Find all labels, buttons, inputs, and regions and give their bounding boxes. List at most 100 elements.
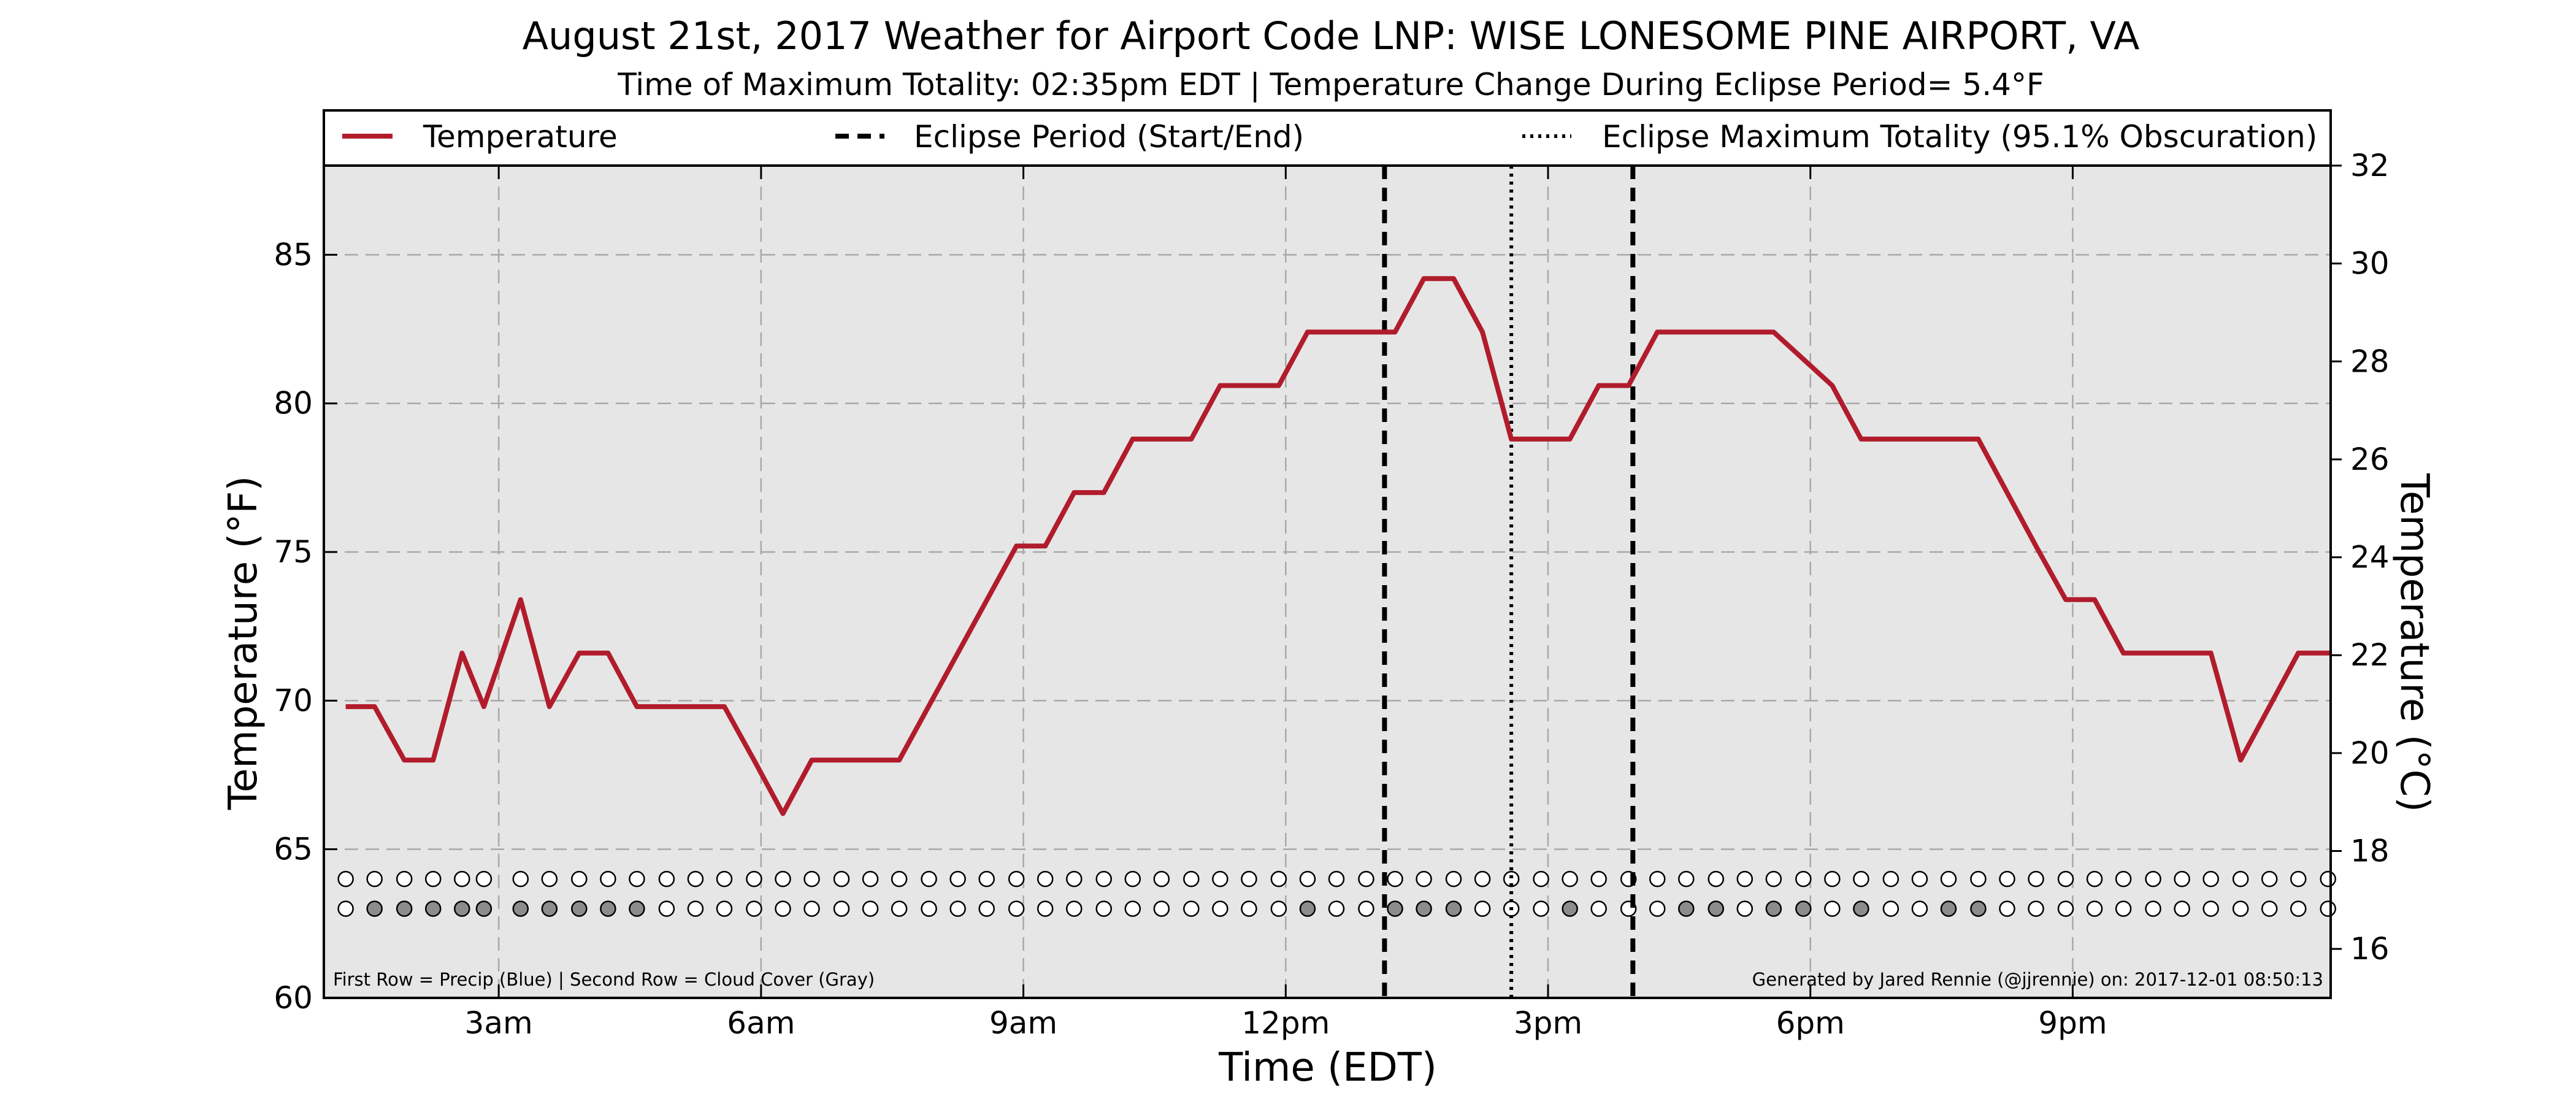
precip-marker — [1037, 870, 1054, 887]
precip-marker — [862, 870, 879, 887]
precip-marker — [1445, 870, 1462, 887]
temperature-line — [345, 276, 2331, 816]
y-tick-labels: 60 65 70 75 80 85 — [274, 237, 313, 1016]
x-tick-label: 12pm — [1241, 1005, 1330, 1041]
y-tick-label: 60 — [274, 980, 313, 1016]
precip-marker — [1066, 870, 1083, 887]
cloud-cover-marker — [1649, 900, 1666, 917]
precip-marker — [1999, 870, 2015, 887]
y-right-tick-label: 16 — [2350, 931, 2390, 967]
precip-marker — [833, 870, 850, 887]
cloud-cover-marker — [1882, 900, 1899, 917]
y-tick-label: 70 — [274, 683, 313, 718]
precip-marker — [775, 870, 791, 887]
precip-marker — [396, 870, 413, 887]
cloud-cover-marker — [2028, 900, 2044, 917]
cloud-cover-marker — [629, 900, 645, 917]
legend-box — [323, 109, 2332, 167]
cloud-cover-marker — [1824, 900, 1841, 917]
cloud-cover-marker — [1299, 900, 1316, 917]
y-right-tick-labels: 16 18 20 22 24 26 28 30 32 — [2350, 148, 2390, 967]
precip-marker — [1708, 870, 1724, 887]
chart-title: August 21st, 2017 Weather for Airport Co… — [523, 13, 2140, 58]
precip-marker — [475, 870, 493, 887]
cloud-cover-marker — [2086, 900, 2103, 917]
precip-marker — [337, 870, 354, 887]
cloud-cover-marker — [949, 900, 966, 917]
cloud-cover-marker — [1241, 900, 1257, 917]
cloud-cover-marker — [475, 900, 493, 917]
precip-marker — [600, 870, 616, 887]
precip-marker — [1153, 870, 1170, 887]
legend-eclipse-period-label: Eclipse Period (Start/End) — [914, 119, 1304, 155]
cloud-cover-marker — [600, 900, 616, 917]
precip-marker — [687, 870, 704, 887]
cloud-cover-marker — [1999, 900, 2015, 917]
precip-marker — [512, 870, 529, 887]
cloud-cover-marker — [454, 900, 470, 917]
cloud-cover-marker — [1736, 900, 1754, 917]
cloud-cover-marker — [1153, 900, 1170, 917]
precip-marker — [1853, 870, 1869, 887]
y-right-tick-label: 20 — [2350, 735, 2390, 771]
precip-marker — [949, 870, 966, 887]
precip-marker — [2261, 870, 2278, 887]
precip-marker — [424, 870, 442, 887]
footnote-right: Generated by Jared Rennie (@jjrennie) on… — [1752, 969, 2323, 990]
legend-temperature-label: Temperature — [423, 119, 618, 155]
precip-marker — [1940, 870, 1957, 887]
cloud-cover-marker — [1765, 900, 1782, 917]
chart-subtitle: Time of Maximum Totality: 02:35pm EDT | … — [617, 67, 2044, 102]
cloud-cover-marker — [1853, 900, 1869, 917]
y-right-tick-label: 32 — [2350, 148, 2390, 183]
y-tick-label: 85 — [274, 237, 313, 272]
plot-frame — [323, 164, 2332, 999]
precip-marker — [1649, 870, 1666, 887]
precip-marker — [1416, 870, 1432, 887]
cloud-cover-marker — [1037, 900, 1054, 917]
x-tick-label: 9pm — [2038, 1005, 2107, 1041]
cloud-cover-marker — [1124, 900, 1141, 917]
x-tick-label: 6pm — [1776, 1005, 1845, 1041]
precip-marker — [2028, 870, 2044, 887]
y-right-tick-label: 22 — [2350, 637, 2390, 673]
cloud-cover-marker — [833, 900, 850, 917]
cloud-cover-marker — [1911, 900, 1928, 917]
axis-ticks — [324, 164, 2342, 999]
x-tick-label: 3pm — [1514, 1005, 1582, 1041]
cloud-cover-marker — [2145, 900, 2161, 917]
cloud-cover-marker — [1970, 900, 1987, 917]
y-tick-label: 80 — [274, 386, 313, 421]
precip-marker — [891, 870, 908, 887]
precip-marker — [716, 870, 733, 887]
cloud-cover-marker — [2057, 900, 2074, 917]
precip-marker — [1212, 870, 1229, 887]
cloud-cover-marker — [1678, 900, 1695, 917]
cloud-cover-marker — [687, 900, 704, 917]
eclipse-lines — [1382, 166, 1636, 998]
cloud-cover-marker — [1212, 900, 1229, 917]
x-tick-label: 9am — [989, 1005, 1057, 1041]
precip-marker — [1474, 870, 1491, 887]
precip-marker — [1358, 870, 1374, 887]
precip-marker — [2115, 870, 2132, 887]
cloud-cover-marker — [978, 900, 995, 917]
cloud-cover-marker — [2232, 900, 2249, 917]
cloud-cover-marker — [1445, 900, 1462, 917]
y-right-tick-label: 30 — [2350, 246, 2390, 282]
legend-max-totality-label: Eclipse Maximum Totality (95.1% Obscurat… — [1602, 119, 2317, 155]
cloud-cover-marker — [1066, 900, 1083, 917]
cloud-cover-marker — [424, 900, 442, 917]
cloud-cover-marker — [658, 900, 675, 917]
cloud-cover-marker — [1474, 900, 1491, 917]
cloud-cover-marker — [1590, 900, 1607, 917]
x-tick-label: 3am — [465, 1005, 533, 1041]
y-axis-label: Temperature (°F) — [221, 476, 266, 811]
precip-marker — [2174, 870, 2190, 887]
cloud-cover-marker — [1358, 900, 1374, 917]
cloud-cover-marker — [396, 900, 413, 917]
precip-marker — [2232, 870, 2249, 887]
precip-marker — [1533, 870, 1549, 887]
precip-marker — [746, 870, 762, 887]
precip-marker — [2202, 870, 2219, 887]
